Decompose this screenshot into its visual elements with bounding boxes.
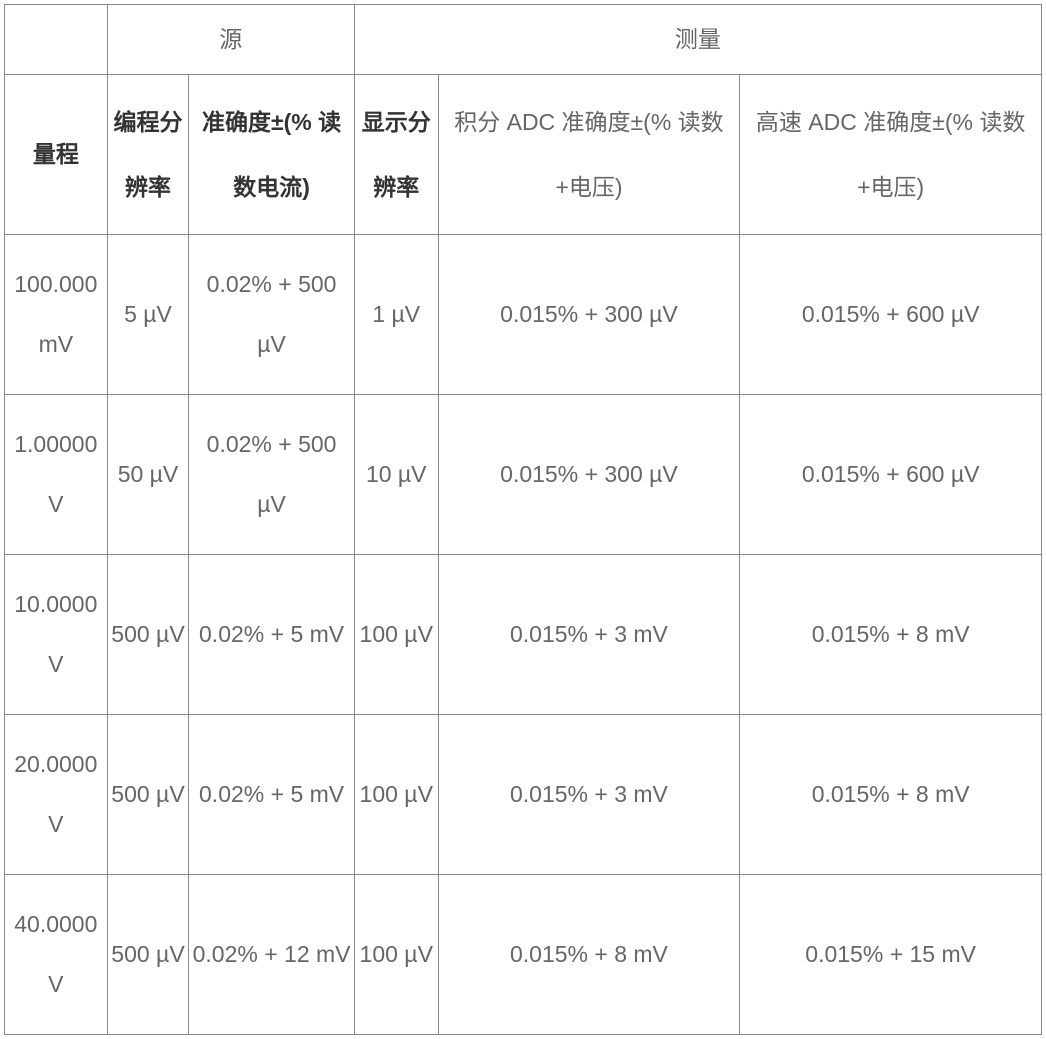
header-source-accuracy: 准确度±(% 读数电流) bbox=[189, 75, 355, 235]
cell-prog-resolution: 500 µV bbox=[107, 875, 189, 1035]
cell-highspeed-adc: 0.015% + 15 mV bbox=[740, 875, 1042, 1035]
header-prog-resolution: 编程分辨率 bbox=[107, 75, 189, 235]
table-row: 1.00000 V 50 µV 0.02% + 500 µV 10 µV 0.0… bbox=[5, 395, 1042, 555]
header-source-group: 源 bbox=[107, 5, 354, 75]
cell-highspeed-adc: 0.015% + 600 µV bbox=[740, 395, 1042, 555]
cell-integrating-adc: 0.015% + 3 mV bbox=[438, 715, 740, 875]
cell-source-accuracy: 0.02% + 5 mV bbox=[189, 555, 355, 715]
cell-range: 1.00000 V bbox=[5, 395, 108, 555]
cell-prog-resolution: 500 µV bbox=[107, 555, 189, 715]
header-range: 量程 bbox=[5, 75, 108, 235]
specifications-table: 源 测量 量程 编程分辨率 准确度±(% 读数电流) 显示分辨率 积分 ADC … bbox=[4, 4, 1042, 1035]
cell-display-resolution: 100 µV bbox=[354, 715, 438, 875]
cell-highspeed-adc: 0.015% + 8 mV bbox=[740, 555, 1042, 715]
cell-highspeed-adc: 0.015% + 600 µV bbox=[740, 235, 1042, 395]
cell-prog-resolution: 50 µV bbox=[107, 395, 189, 555]
table-row: 20.0000 V 500 µV 0.02% + 5 mV 100 µV 0.0… bbox=[5, 715, 1042, 875]
cell-integrating-adc: 0.015% + 300 µV bbox=[438, 235, 740, 395]
cell-display-resolution: 10 µV bbox=[354, 395, 438, 555]
header-highspeed-adc-accuracy: 高速 ADC 准确度±(% 读数+电压) bbox=[740, 75, 1042, 235]
cell-range: 100.000 mV bbox=[5, 235, 108, 395]
table-row: 40.0000 V 500 µV 0.02% + 12 mV 100 µV 0.… bbox=[5, 875, 1042, 1035]
table-row: 10.0000 V 500 µV 0.02% + 5 mV 100 µV 0.0… bbox=[5, 555, 1042, 715]
header-integrating-adc-accuracy: 积分 ADC 准确度±(% 读数+电压) bbox=[438, 75, 740, 235]
cell-highspeed-adc: 0.015% + 8 mV bbox=[740, 715, 1042, 875]
cell-range: 10.0000 V bbox=[5, 555, 108, 715]
header-measure-group: 测量 bbox=[354, 5, 1041, 75]
cell-prog-resolution: 5 µV bbox=[107, 235, 189, 395]
table-sub-header-row: 量程 编程分辨率 准确度±(% 读数电流) 显示分辨率 积分 ADC 准确度±(… bbox=[5, 75, 1042, 235]
cell-source-accuracy: 0.02% + 5 mV bbox=[189, 715, 355, 875]
cell-source-accuracy: 0.02% + 500 µV bbox=[189, 235, 355, 395]
cell-source-accuracy: 0.02% + 12 mV bbox=[189, 875, 355, 1035]
cell-display-resolution: 1 µV bbox=[354, 235, 438, 395]
cell-integrating-adc: 0.015% + 8 mV bbox=[438, 875, 740, 1035]
cell-integrating-adc: 0.015% + 3 mV bbox=[438, 555, 740, 715]
table-top-header-row: 源 测量 bbox=[5, 5, 1042, 75]
cell-prog-resolution: 500 µV bbox=[107, 715, 189, 875]
cell-display-resolution: 100 µV bbox=[354, 555, 438, 715]
table-row: 100.000 mV 5 µV 0.02% + 500 µV 1 µV 0.01… bbox=[5, 235, 1042, 395]
header-corner-empty bbox=[5, 5, 108, 75]
cell-integrating-adc: 0.015% + 300 µV bbox=[438, 395, 740, 555]
cell-display-resolution: 100 µV bbox=[354, 875, 438, 1035]
cell-range: 40.0000 V bbox=[5, 875, 108, 1035]
cell-range: 20.0000 V bbox=[5, 715, 108, 875]
header-display-resolution: 显示分辨率 bbox=[354, 75, 438, 235]
cell-source-accuracy: 0.02% + 500 µV bbox=[189, 395, 355, 555]
